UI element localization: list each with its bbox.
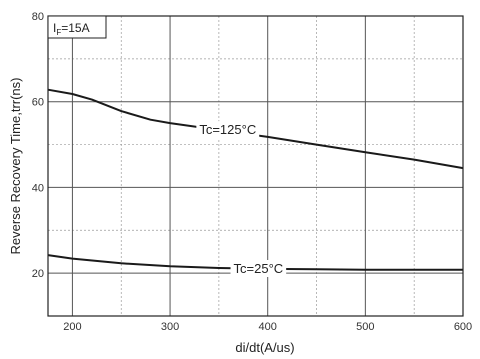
condition-annotation: IF=15A [47,15,107,39]
tick-labels: 200 300 400 500 600 20 40 60 80 [32,11,472,333]
plot-frame [47,15,464,317]
series-labels: Tc=125°C Tc=25°C [196,121,287,277]
x-tick-label: 400 [259,321,277,333]
x-tick-label: 600 [454,321,472,333]
condition-text: IF=15A [53,21,90,37]
grid-lines [48,16,463,316]
condition-box [47,15,107,39]
series-label-bg [230,260,287,277]
plot-border [47,15,464,317]
series-label-1: Tc=125°C [196,121,260,139]
series-line-1 [47,88,464,170]
x-tick-label: 500 [356,321,374,333]
y-tick-label: 60 [32,97,44,109]
series-label-text: Tc=25°C [234,261,284,276]
y-tick-label: 80 [32,11,44,23]
series-label-2: Tc=25°C [230,260,287,277]
x-tick-label: 200 [63,321,81,333]
series-lines [47,88,464,271]
series-label-text: Tc=125°C [199,122,256,137]
series-label-bg [196,121,260,139]
x-axis-label: di/dt(A/us) [235,340,294,355]
y-axis-label: Reverse Recovery Time,trr(ns) [8,78,23,255]
x-tick-label: 300 [161,321,179,333]
y-tick-label: 40 [32,182,44,194]
y-tick-label: 20 [32,268,44,280]
